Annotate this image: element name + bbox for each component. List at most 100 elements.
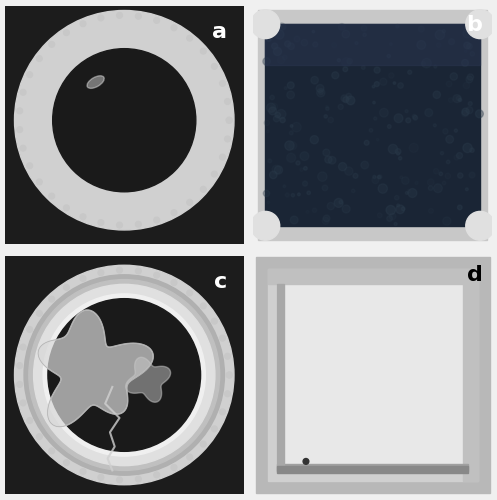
Circle shape xyxy=(49,193,55,199)
Circle shape xyxy=(376,138,379,141)
Circle shape xyxy=(296,161,300,165)
Circle shape xyxy=(136,476,141,482)
Circle shape xyxy=(351,189,355,192)
Circle shape xyxy=(364,140,369,145)
Circle shape xyxy=(470,52,475,56)
Circle shape xyxy=(466,76,473,83)
Text: c: c xyxy=(214,272,227,292)
Circle shape xyxy=(303,458,309,464)
Circle shape xyxy=(409,144,418,152)
Circle shape xyxy=(266,130,269,132)
Circle shape xyxy=(17,382,22,388)
Circle shape xyxy=(306,210,309,214)
Circle shape xyxy=(220,154,225,160)
Circle shape xyxy=(338,162,347,170)
Polygon shape xyxy=(126,358,170,402)
Circle shape xyxy=(171,25,177,30)
Circle shape xyxy=(318,172,327,182)
Circle shape xyxy=(378,176,381,178)
Circle shape xyxy=(390,43,392,46)
Polygon shape xyxy=(38,310,153,426)
Circle shape xyxy=(434,65,437,68)
Circle shape xyxy=(117,12,122,18)
Circle shape xyxy=(200,441,206,447)
Circle shape xyxy=(399,156,402,160)
Circle shape xyxy=(220,409,225,414)
Circle shape xyxy=(406,192,408,194)
Circle shape xyxy=(374,117,377,120)
Circle shape xyxy=(389,73,394,78)
Circle shape xyxy=(34,284,215,466)
Circle shape xyxy=(49,42,55,47)
Circle shape xyxy=(442,181,446,185)
Circle shape xyxy=(290,124,293,128)
Circle shape xyxy=(267,28,275,36)
Circle shape xyxy=(347,58,352,64)
Circle shape xyxy=(442,30,445,33)
Circle shape xyxy=(406,118,411,123)
Circle shape xyxy=(389,213,396,220)
Circle shape xyxy=(372,176,379,184)
Circle shape xyxy=(288,43,294,50)
Circle shape xyxy=(268,159,272,163)
Circle shape xyxy=(277,56,285,64)
Circle shape xyxy=(136,268,141,274)
Bar xyxy=(277,284,284,471)
Circle shape xyxy=(369,128,373,132)
Circle shape xyxy=(397,204,400,207)
Circle shape xyxy=(187,36,192,41)
Circle shape xyxy=(98,220,104,226)
Circle shape xyxy=(117,222,122,228)
Circle shape xyxy=(463,82,470,88)
Circle shape xyxy=(458,173,463,178)
Circle shape xyxy=(154,472,160,478)
Circle shape xyxy=(277,23,285,31)
Ellipse shape xyxy=(87,76,104,88)
Circle shape xyxy=(212,426,217,432)
Circle shape xyxy=(373,176,376,178)
Circle shape xyxy=(117,477,122,482)
Circle shape xyxy=(36,434,42,440)
Circle shape xyxy=(313,42,318,47)
Circle shape xyxy=(311,76,319,84)
Circle shape xyxy=(36,56,42,62)
Circle shape xyxy=(327,202,334,210)
Circle shape xyxy=(307,191,311,194)
Circle shape xyxy=(377,213,382,218)
Circle shape xyxy=(456,96,461,100)
Circle shape xyxy=(273,48,282,56)
Circle shape xyxy=(266,36,271,42)
Circle shape xyxy=(323,149,330,156)
Circle shape xyxy=(439,172,443,176)
Circle shape xyxy=(465,188,468,190)
Circle shape xyxy=(264,120,269,126)
Circle shape xyxy=(334,198,343,207)
Circle shape xyxy=(292,122,301,132)
Circle shape xyxy=(80,468,86,474)
Circle shape xyxy=(388,144,398,154)
Circle shape xyxy=(269,107,276,115)
Circle shape xyxy=(338,24,345,30)
Circle shape xyxy=(398,82,404,88)
Circle shape xyxy=(171,280,177,285)
Circle shape xyxy=(226,372,232,378)
Circle shape xyxy=(346,94,351,99)
Circle shape xyxy=(271,43,278,49)
Circle shape xyxy=(457,205,462,210)
Circle shape xyxy=(20,344,26,350)
Circle shape xyxy=(462,60,469,66)
Circle shape xyxy=(48,44,201,197)
Circle shape xyxy=(80,214,86,220)
Circle shape xyxy=(328,118,333,123)
Circle shape xyxy=(316,84,324,92)
Circle shape xyxy=(396,205,405,214)
Circle shape xyxy=(425,108,433,116)
Circle shape xyxy=(287,153,296,162)
Circle shape xyxy=(200,186,206,192)
Circle shape xyxy=(282,55,287,60)
Circle shape xyxy=(17,127,22,132)
Circle shape xyxy=(310,136,319,144)
Bar xyxy=(265,24,480,65)
Circle shape xyxy=(402,207,405,210)
Circle shape xyxy=(267,201,270,204)
